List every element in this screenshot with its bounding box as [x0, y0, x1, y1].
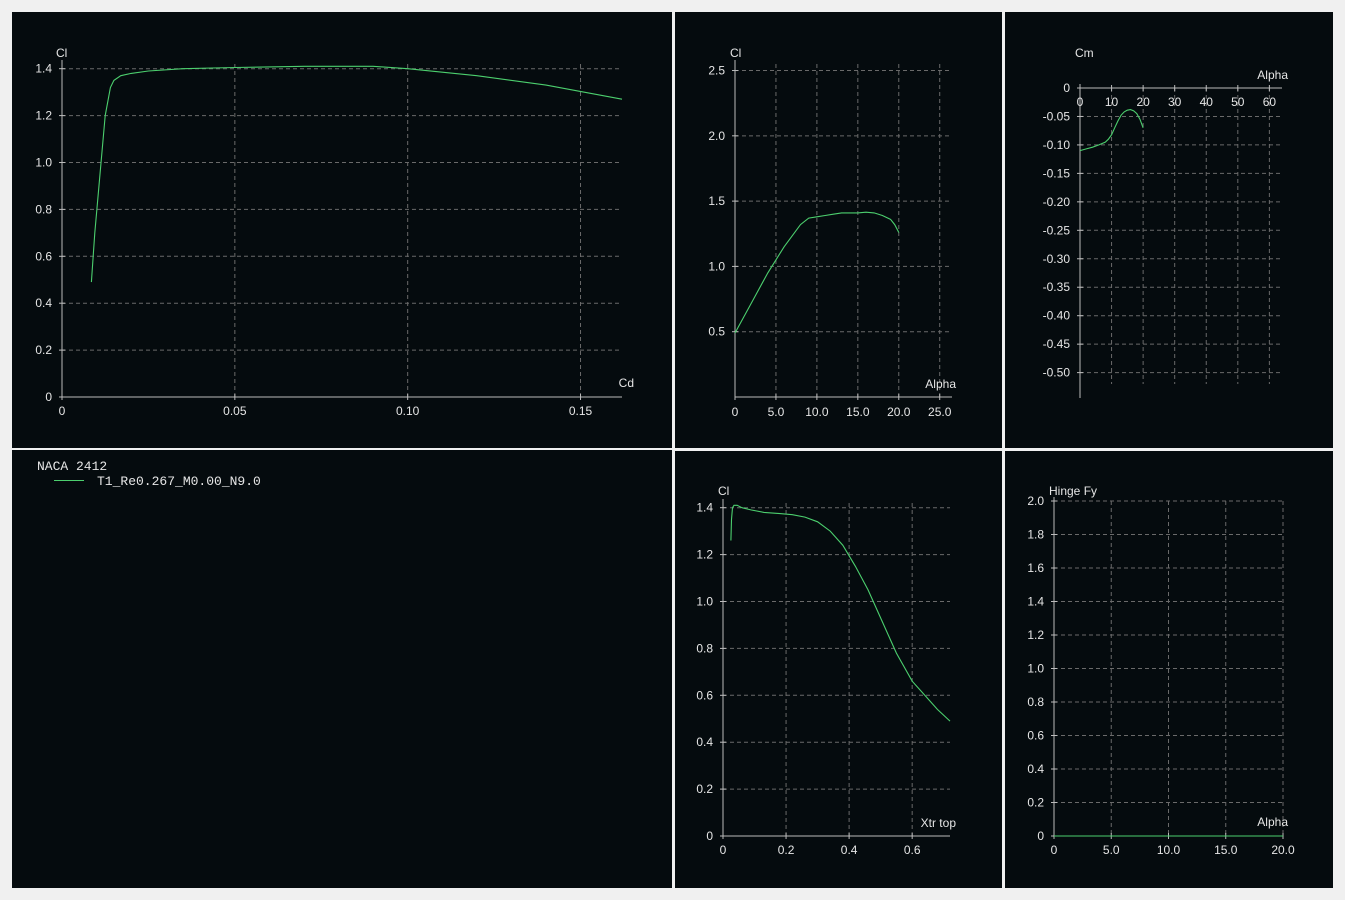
- x-tick-label: 10.0: [1157, 843, 1181, 857]
- x-tick-label: 0.05: [223, 404, 247, 418]
- y-tick-label: -0.35: [1043, 280, 1071, 294]
- y-tick-label: -0.45: [1043, 337, 1071, 351]
- y-tick-label: 1.0: [1027, 662, 1044, 676]
- chart-panel-cm-alpha: 0 10 20 30 40 50 60 0 -0.05 -0.10 -0.15 -0.20 -0.25 -…: [1005, 12, 1333, 448]
- x-tick-label: 10: [1105, 95, 1119, 109]
- y-tick-label: 0.6: [1027, 729, 1044, 743]
- x-tick-label: 20: [1136, 95, 1150, 109]
- y-tick-label: 0.8: [696, 641, 713, 655]
- series-line: [734, 211, 900, 334]
- y-tick-label: 0: [45, 390, 52, 404]
- x-axis-label: Alpha: [925, 377, 956, 391]
- x-tick-label: 0: [720, 843, 727, 857]
- y-tick-label: 0.2: [696, 782, 713, 796]
- y-tick-label: 0: [706, 829, 713, 843]
- y-axis-label: Hinge Fy: [1049, 484, 1097, 498]
- y-tick-label: 2.0: [1027, 494, 1044, 508]
- y-tick-label: 0.8: [1027, 695, 1044, 709]
- x-tick-label: 5.0: [768, 405, 785, 419]
- series-line: [90, 65, 623, 283]
- x-tick-label: 0: [1077, 95, 1084, 109]
- y-tick-label: 0.4: [1027, 762, 1044, 776]
- chart-svg: 0 0.05 0.10 0.15 0 0.2 0.4 0.6 0.8 1.0 1.2 1.4 Cl Cd: [35, 46, 634, 418]
- y-tick-label: 1.5: [708, 194, 725, 208]
- y-tick-label: -0.40: [1043, 309, 1071, 323]
- y-tick-label: -0.10: [1043, 138, 1071, 152]
- y-tick-label: 0: [1037, 829, 1044, 843]
- x-tick-label: 20.0: [1271, 843, 1295, 857]
- series-line: [730, 504, 951, 722]
- y-tick-label: 0.5: [708, 325, 725, 339]
- x-axis-label: Alpha: [1257, 68, 1288, 82]
- x-tick-label: 20.0: [887, 405, 911, 419]
- x-axis-label: Alpha: [1257, 815, 1288, 829]
- chart-svg: 0 5.0 10.0 15.0 20.0 25.0 0.5 1.0 1.5 2.0 2.5 Cl Alp…: [708, 46, 956, 419]
- y-tick-label: -0.20: [1043, 195, 1071, 209]
- y-tick-label: 0.8: [35, 202, 52, 216]
- x-tick-label: 0.4: [841, 843, 858, 857]
- chart-panel-cl-alpha: 0 5.0 10.0 15.0 20.0 25.0 0.5 1.0 1.5 2.0 2.5 Cl Alp…: [675, 12, 1002, 448]
- x-tick-label: 0.10: [396, 404, 420, 418]
- y-tick-label: 1.4: [1027, 595, 1044, 609]
- y-tick-label: 1.2: [1027, 628, 1044, 642]
- chart-svg: 0 10 20 30 40 50 60 0 -0.05 -0.10 -0.15 -0.20 -0.25 -…: [1043, 46, 1288, 398]
- y-axis-label: Cl: [730, 46, 741, 60]
- legend-line-swatch: [54, 480, 84, 481]
- x-tick-label: 15.0: [846, 405, 870, 419]
- y-tick-label: 1.0: [696, 594, 713, 608]
- y-tick-label: 1.2: [35, 109, 52, 123]
- x-tick-label: 0: [59, 404, 66, 418]
- x-tick-label: 0.2: [778, 843, 795, 857]
- x-tick-label: 15.0: [1214, 843, 1238, 857]
- y-tick-label: 1.0: [35, 155, 52, 169]
- legend-series-label: T1_Re0.267_M0.00_N9.0: [97, 474, 261, 489]
- x-axis-label: Cd: [619, 376, 634, 390]
- x-tick-label: 40: [1200, 95, 1214, 109]
- x-tick-label: 30: [1168, 95, 1182, 109]
- y-tick-label: 0: [1063, 81, 1070, 95]
- x-tick-label: 0: [732, 405, 739, 419]
- y-axis-label: Cl: [56, 46, 67, 60]
- y-tick-label: 1.0: [708, 259, 725, 273]
- y-tick-label: -0.15: [1043, 166, 1071, 180]
- x-tick-label: 0.15: [569, 404, 593, 418]
- y-tick-label: 1.2: [696, 548, 713, 562]
- chart-panel-hinge-alpha: 0 5.0 10.0 15.0 20.0 0 0.2 0.4 0.6 0.8 1.0 1.2 1.4 1.…: [1005, 451, 1333, 888]
- x-tick-label: 10.0: [805, 405, 829, 419]
- x-tick-label: 60: [1263, 95, 1277, 109]
- x-tick-label: 0: [1051, 843, 1058, 857]
- y-tick-label: -0.50: [1043, 366, 1071, 380]
- chart-panel-cl-cd: 0 0.05 0.10 0.15 0 0.2 0.4 0.6 0.8 1.0 1.2 1.4 Cl Cd: [12, 12, 672, 448]
- y-tick-label: -0.05: [1043, 109, 1071, 123]
- legend-title: NACA 2412: [37, 459, 108, 474]
- y-tick-label: 0.4: [696, 735, 713, 749]
- y-tick-label: 2.5: [708, 64, 725, 78]
- x-tick-label: 0.6: [904, 843, 921, 857]
- x-tick-label: 25.0: [928, 405, 952, 419]
- y-tick-label: 0.2: [35, 343, 52, 357]
- y-tick-label: 1.4: [696, 501, 713, 515]
- legend-panel: NACA 2412 T1_Re0.267_M0.00_N9.0: [12, 450, 672, 888]
- y-tick-label: -0.30: [1043, 252, 1071, 266]
- y-tick-label: -0.25: [1043, 223, 1071, 237]
- series-line: [1079, 109, 1144, 152]
- y-axis-label: Cm: [1075, 46, 1094, 60]
- chart-panel-cl-xtr: 0 0.2 0.4 0.6 0 0.2 0.4 0.6 0.8 1.0 1.2 1.4 Cl Xtr to…: [675, 451, 1002, 888]
- y-tick-label: 1.4: [35, 62, 52, 76]
- y-tick-label: 0.6: [696, 688, 713, 702]
- chart-svg: 0 0.2 0.4 0.6 0 0.2 0.4 0.6 0.8 1.0 1.2 1.4 Cl Xtr to…: [696, 484, 957, 857]
- x-axis-label: Xtr top: [921, 816, 957, 830]
- y-tick-label: 0.4: [35, 296, 52, 310]
- y-tick-label: 2.0: [708, 129, 725, 143]
- y-tick-label: 1.6: [1027, 561, 1044, 575]
- y-tick-label: 0.6: [35, 249, 52, 263]
- chart-svg: 0 5.0 10.0 15.0 20.0 0 0.2 0.4 0.6 0.8 1.0 1.2 1.4 1.…: [1027, 484, 1295, 857]
- y-tick-label: 0.2: [1027, 796, 1044, 810]
- y-tick-label: 1.8: [1027, 528, 1044, 542]
- x-tick-label: 50: [1231, 95, 1245, 109]
- y-axis-label: Cl: [718, 484, 729, 498]
- x-tick-label: 5.0: [1103, 843, 1120, 857]
